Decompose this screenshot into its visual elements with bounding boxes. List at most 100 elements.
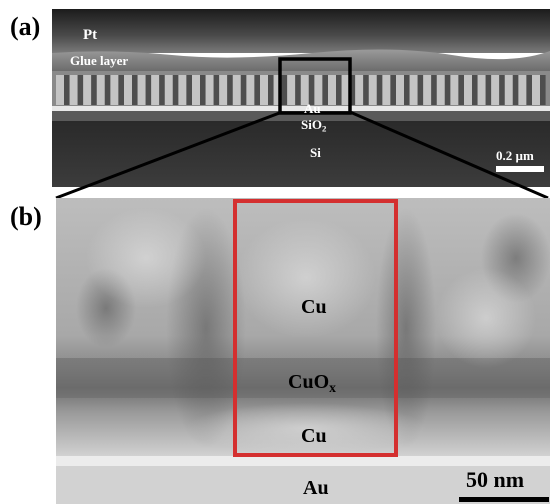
au-line (52, 106, 550, 111)
pillar-gap (336, 75, 342, 105)
pillar-gap (91, 75, 97, 105)
pillar-array (56, 75, 546, 105)
pillar (328, 75, 336, 105)
pt-label: Pt (83, 27, 98, 43)
panel-b-tem-image (56, 198, 550, 504)
pillar (124, 75, 132, 105)
pillar-gap (132, 75, 138, 105)
pillar-gap (349, 75, 356, 105)
pillar (96, 75, 105, 105)
grain-light-3 (436, 268, 536, 368)
pillar-gap (227, 75, 233, 105)
glue-layer-label: Glue layer (70, 53, 129, 68)
pillar-gap (390, 75, 396, 105)
scale-bar-text-a: 0.2 µm (496, 148, 534, 163)
pillar (300, 75, 309, 105)
panel-b-label: (b) (10, 202, 42, 231)
pillar-gap (281, 75, 288, 105)
grain-light-4 (186, 403, 426, 453)
cu-bottom-label: Cu (301, 425, 327, 447)
pillar-gap (213, 75, 220, 105)
pillar (341, 75, 350, 105)
pillar-gap (145, 75, 152, 105)
sio2-label: SiO2 (301, 117, 327, 134)
pillar-gap (268, 75, 274, 105)
pillar (69, 75, 78, 105)
zoom-connector (55, 110, 549, 200)
pillar (504, 75, 513, 105)
pillar-gap (104, 75, 111, 105)
pillar (423, 75, 432, 105)
pillar-gap (363, 75, 369, 105)
pillar (260, 75, 268, 105)
pillar (436, 75, 445, 105)
pillar (232, 75, 241, 105)
pillar (273, 75, 282, 105)
connector-line-left (55, 110, 283, 200)
pillar-gap (172, 75, 179, 105)
pillar (137, 75, 146, 105)
pillar-gap (417, 75, 424, 105)
pillar (287, 75, 296, 105)
pillar (83, 75, 92, 105)
pillar-gap (308, 75, 315, 105)
pillar (219, 75, 228, 105)
pillar-gap (431, 75, 437, 105)
pillar (396, 75, 404, 105)
pillar-gap (295, 75, 301, 105)
pillar-gap (376, 75, 383, 105)
pillar-gap (404, 75, 410, 105)
pillar-gap (77, 75, 84, 105)
pillar (151, 75, 160, 105)
pillar (314, 75, 323, 105)
pillar-gap (64, 75, 70, 105)
pt-layer (52, 9, 550, 53)
grain-light-1 (86, 208, 206, 308)
pillar (178, 75, 187, 105)
pillar (450, 75, 459, 105)
pillar (192, 75, 200, 105)
pillar-gap (540, 75, 546, 105)
pillar-gap-right (376, 208, 436, 448)
pillar (518, 75, 527, 105)
pillar (491, 75, 500, 105)
pillar-gap (254, 75, 260, 105)
pillar (246, 75, 255, 105)
pillar-gap (499, 75, 505, 105)
connector-line-right (349, 110, 549, 200)
scale-bar-line-a (496, 166, 544, 172)
pillar-gap (512, 75, 519, 105)
sio2-layer (52, 111, 550, 121)
pillar-gap (200, 75, 206, 105)
pillar (355, 75, 364, 105)
zoom-box-a (278, 57, 352, 115)
pillar-gap (444, 75, 451, 105)
pillar-gap (526, 75, 532, 105)
pillar (477, 75, 486, 105)
au-label-b: Au (303, 477, 329, 499)
pillar (368, 75, 377, 105)
au-label-a: Au (304, 101, 321, 116)
si-label: Si (310, 145, 321, 160)
pillar-gap (322, 75, 328, 105)
cuox-dark-band (56, 358, 550, 398)
pillar-gap (485, 75, 492, 105)
au-bright-band (56, 456, 550, 466)
scale-bar-text-b: 50 nm (466, 467, 525, 492)
pillar (532, 75, 540, 105)
pillar (382, 75, 391, 105)
cu-top-label: Cu (301, 296, 327, 318)
pillar-gap (458, 75, 464, 105)
scale-bar-line-b (459, 497, 549, 502)
pillar-gap (186, 75, 192, 105)
pillar (409, 75, 418, 105)
grain-light-2 (236, 218, 376, 338)
pillar (56, 75, 64, 105)
pillar-gap (472, 75, 478, 105)
panel-a-tem-image (52, 9, 550, 187)
highlight-box-b (233, 199, 398, 457)
pillar (164, 75, 173, 105)
panel-a-label: (a) (10, 12, 41, 41)
cuox-label: CuOx (288, 371, 336, 395)
pillar (110, 75, 119, 105)
